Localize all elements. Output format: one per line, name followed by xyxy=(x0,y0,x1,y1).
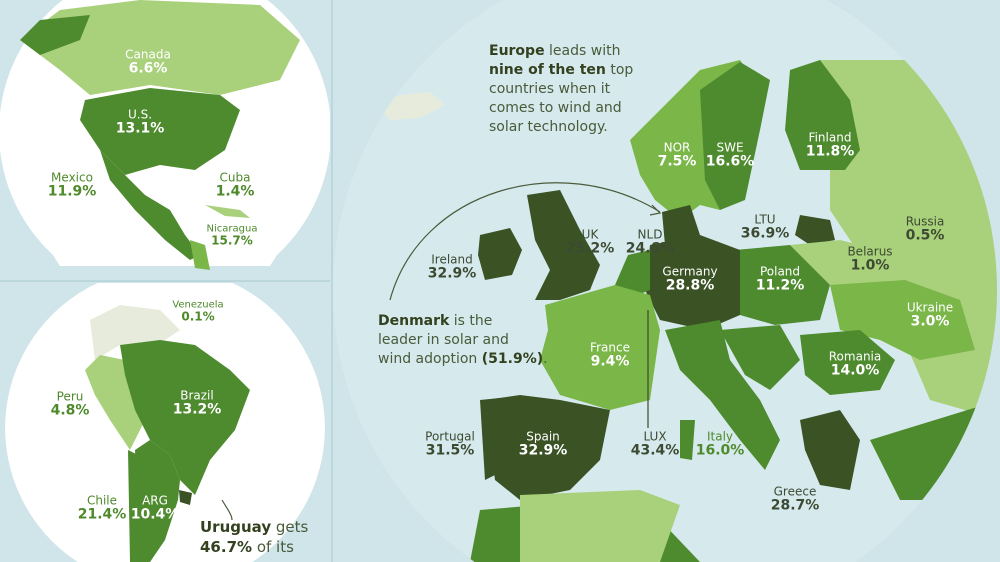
country-label-greece: Greece 28.7% xyxy=(770,484,820,514)
country-label-italy: Italy 16.0% xyxy=(695,429,745,459)
country-label-swe: SWE 16.6% xyxy=(705,140,755,170)
country-share: 4.8% xyxy=(50,402,90,419)
country-label-ukraine: Ukraine 3.0% xyxy=(906,300,954,330)
country-label-poland: Poland 11.2% xyxy=(755,264,805,294)
north-america-map xyxy=(0,0,330,270)
country-label-canada: Canada 6.6% xyxy=(125,47,171,77)
country-name: Ukraine xyxy=(906,300,954,315)
country-name: ARG xyxy=(142,493,168,508)
country-share: 11.2% xyxy=(755,277,805,294)
country-share: 16.0% xyxy=(695,442,745,459)
country-label-peru: Peru 4.8% xyxy=(50,389,90,419)
country-label-nld: NLD 24.6% xyxy=(625,227,675,257)
country-name: NLD xyxy=(637,227,663,242)
country-share: 10.4% xyxy=(130,506,180,523)
europe-map xyxy=(332,0,998,562)
country-name: LTU xyxy=(754,212,776,227)
country-name: Mexico xyxy=(51,170,93,185)
country-share: 21.4% xyxy=(77,506,127,523)
country-share: 9.4% xyxy=(590,353,630,370)
country-name: LUX xyxy=(643,429,667,444)
country-share: 32.9% xyxy=(518,442,568,459)
country-share: 0.5% xyxy=(905,227,945,244)
country-label-venezuela: Venezuela 0.1% xyxy=(172,300,223,325)
country-label-ireland: Ireland 32.9% xyxy=(427,252,477,282)
country-name: Peru xyxy=(56,389,84,404)
country-name: Greece xyxy=(773,484,817,499)
country-label-germany: Germany 28.8% xyxy=(662,264,718,294)
country-label-chile: Chile 21.4% xyxy=(77,493,127,523)
country-name: UK xyxy=(581,227,599,242)
country-name: Portugal xyxy=(425,429,475,444)
south-america-map xyxy=(5,283,325,562)
country-label-portugal: Portugal 31.5% xyxy=(425,429,475,459)
country-name: Chile xyxy=(86,493,118,508)
country-share: 28.8% xyxy=(665,277,715,294)
country-name: SWE xyxy=(716,140,744,155)
country-share: 7.5% xyxy=(657,153,697,170)
country-label-nor: NOR 7.5% xyxy=(657,140,697,170)
country-label-nicaragua: Nicaragua 15.7% xyxy=(207,224,258,249)
country-label-france: France 9.4% xyxy=(590,340,630,370)
country-share: 1.0% xyxy=(850,257,890,274)
country-share: 14.0% xyxy=(830,362,880,379)
country-share: 3.0% xyxy=(910,313,950,330)
country-name: Germany xyxy=(662,264,718,279)
country-share: 13.2% xyxy=(172,401,222,418)
country-name: Spain xyxy=(526,429,560,444)
country-name: Nicaragua xyxy=(206,223,258,235)
country-label-russia: Russia 0.5% xyxy=(905,214,945,244)
uruguay-note: Uruguay gets 46.7% of its xyxy=(200,518,309,556)
country-name: Poland xyxy=(759,264,801,279)
country-share: 16.6% xyxy=(705,153,755,170)
country-share: 28.7% xyxy=(770,497,820,514)
country-share: 15.7% xyxy=(211,233,253,248)
country-name: Cuba xyxy=(219,170,251,185)
country-label-finland: Finland 11.8% xyxy=(805,130,855,160)
country-label-spain: Spain 32.9% xyxy=(518,429,568,459)
country-share: 6.6% xyxy=(128,60,168,77)
country-share: 0.1% xyxy=(181,309,215,324)
country-name: Romania xyxy=(828,349,882,364)
country-label-ltu: LTU 36.9% xyxy=(740,212,790,242)
country-share: 13.1% xyxy=(115,120,165,137)
country-label-uk: UK 25.2% xyxy=(565,227,615,257)
country-label-us: U.S. 13.1% xyxy=(115,107,165,137)
country-name: NOR xyxy=(663,140,691,155)
country-label-lux: LUX 43.4% xyxy=(630,429,680,459)
country-label-brazil: Brazil 13.2% xyxy=(172,388,222,418)
country-label-romania: Romania 14.0% xyxy=(828,349,882,379)
country-share: 1.4% xyxy=(215,183,255,200)
country-name: Belarus xyxy=(847,244,893,259)
country-name: Canada xyxy=(125,47,171,62)
country-share: 11.8% xyxy=(805,143,855,160)
country-name: U.S. xyxy=(127,107,153,122)
denmark-note: Denmark is the leader in solar and wind … xyxy=(378,313,548,367)
country-name: France xyxy=(590,340,630,355)
country-share: 11.9% xyxy=(47,183,97,200)
country-label-belarus: Belarus 1.0% xyxy=(847,244,893,274)
country-name: Russia xyxy=(905,214,945,229)
country-share: 31.5% xyxy=(425,442,475,459)
country-label-mexico: Mexico 11.9% xyxy=(47,170,97,200)
country-name: Finland xyxy=(808,130,852,145)
country-share: 25.2% xyxy=(565,240,615,257)
europe-note: Europe leads with nine of the ten top co… xyxy=(489,43,634,135)
country-share: 32.9% xyxy=(427,265,477,282)
country-share: 36.9% xyxy=(740,225,790,242)
country-share: 24.6% xyxy=(625,240,675,257)
country-name: Venezuela xyxy=(172,299,224,311)
country-label-cuba: Cuba 1.4% xyxy=(215,170,255,200)
country-share: 43.4% xyxy=(630,442,680,459)
country-name: Brazil xyxy=(180,388,214,403)
country-label-arg: ARG 10.4% xyxy=(130,493,180,523)
country-name: Italy xyxy=(706,429,734,444)
country-name: Ireland xyxy=(431,252,473,267)
